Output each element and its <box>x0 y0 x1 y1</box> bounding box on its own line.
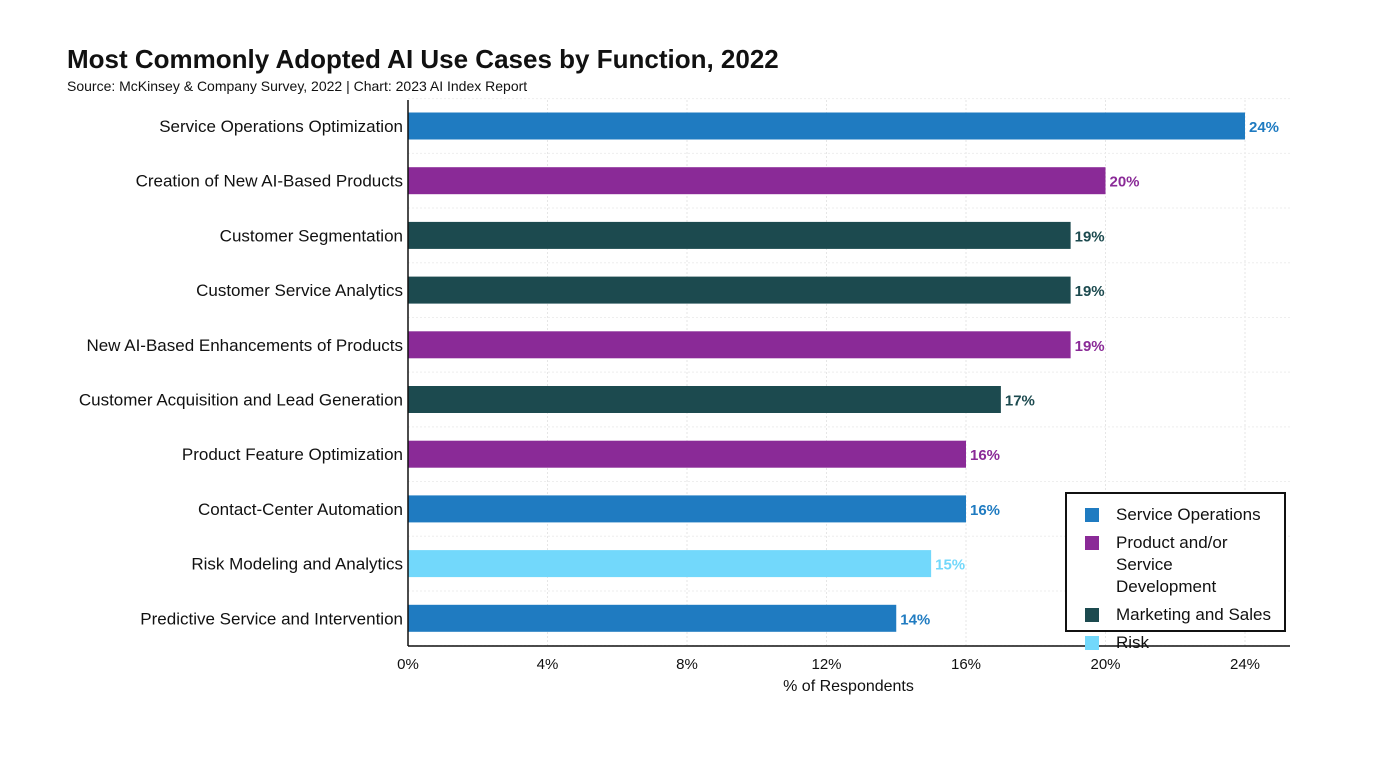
bar <box>408 604 897 632</box>
legend-label: Risk <box>1116 633 1150 652</box>
x-tick-label: 20% <box>1090 656 1120 673</box>
bar <box>408 386 1001 413</box>
x-tick-label: 8% <box>676 656 698 673</box>
category-label: Creation of New AI-Based Products <box>136 172 403 191</box>
chart-title: Most Commonly Adopted AI Use Cases by Fu… <box>67 44 779 74</box>
bar <box>408 495 966 523</box>
chart-subtitle: Source: McKinsey & Company Survey, 2022 … <box>67 78 528 94</box>
bar <box>408 221 1071 249</box>
bar <box>408 550 932 578</box>
legend-item: Service Operations <box>1085 504 1276 526</box>
data-label: 16% <box>970 502 1000 519</box>
bar <box>408 167 1106 195</box>
data-label: 19% <box>1075 338 1105 355</box>
data-label: 14% <box>900 611 930 628</box>
category-label: Risk Modeling and Analytics <box>191 555 403 574</box>
category-label: New AI-Based Enhancements of Products <box>86 336 403 355</box>
legend-item: Product and/or Service Development <box>1085 532 1276 598</box>
x-tick-label: 12% <box>811 656 841 673</box>
x-tick-label: 0% <box>397 656 419 673</box>
chart-legend: Service Operations Product and/or Service… <box>1065 492 1286 652</box>
data-label: 15% <box>935 557 965 574</box>
category-label: Product Feature Optimization <box>182 445 403 464</box>
bar <box>408 112 1245 140</box>
category-label: Customer Segmentation <box>220 226 403 245</box>
legend-label: Service Operations <box>1116 505 1261 524</box>
category-label: Service Operations Optimization <box>159 117 403 136</box>
bar <box>408 276 1071 304</box>
data-label: 24% <box>1249 119 1279 136</box>
legend-item: Marketing and Sales <box>1085 604 1276 626</box>
bar <box>408 440 966 468</box>
data-label: 19% <box>1075 228 1105 245</box>
category-label: Customer Acquisition and Lead Generation <box>79 391 403 410</box>
data-label: 16% <box>970 447 1000 464</box>
bar <box>408 331 1071 359</box>
legend-item: Risk <box>1085 632 1276 654</box>
x-tick-label: 24% <box>1230 656 1260 673</box>
x-axis-label: % of Respondents <box>783 678 914 695</box>
x-tick-label: 16% <box>951 656 981 673</box>
x-tick-label: 4% <box>537 656 559 673</box>
category-label: Contact-Center Automation <box>198 500 403 519</box>
data-label: 19% <box>1075 283 1105 300</box>
data-label: 17% <box>1005 393 1035 410</box>
data-label: 20% <box>1110 174 1140 191</box>
legend-swatch <box>1085 508 1099 522</box>
legend-swatch <box>1085 608 1099 622</box>
legend-swatch <box>1085 636 1099 650</box>
category-label: Predictive Service and Intervention <box>140 609 403 628</box>
legend-swatch <box>1085 536 1099 550</box>
legend-label: Marketing and Sales <box>1116 605 1271 624</box>
legend-label: Product and/or Service Development <box>1116 533 1228 596</box>
category-label: Customer Service Analytics <box>196 281 403 300</box>
